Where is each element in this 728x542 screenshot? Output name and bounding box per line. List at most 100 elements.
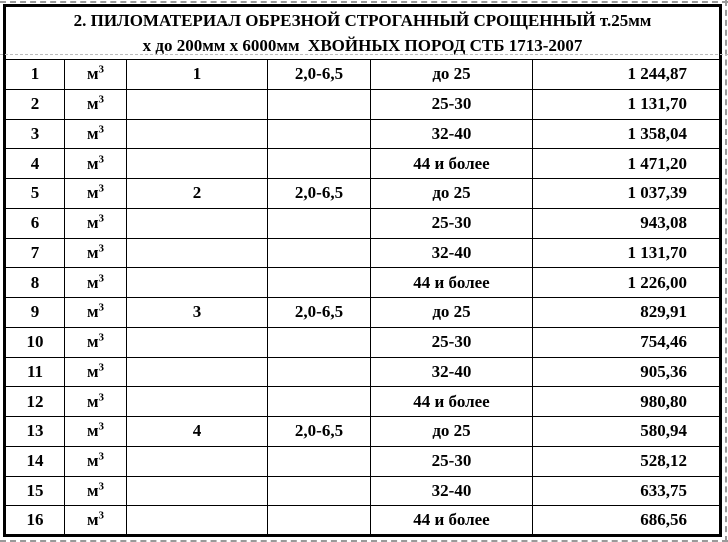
grade-cell: 4: [126, 416, 268, 447]
grade-cell: [126, 356, 268, 388]
row-number-cell: 4: [4, 148, 65, 179]
row-number-cell: 2: [4, 88, 65, 120]
width-range-cell: 25-30: [370, 326, 533, 358]
unit-base: м: [86, 94, 99, 114]
width-range-cell: 32-40: [370, 475, 533, 507]
width-range-cell: 32-40: [370, 237, 533, 269]
row-number-cell: 10: [4, 326, 65, 358]
length-range-cell: 2,0-6,5: [267, 178, 371, 209]
table-row: 10 м3 25-30 754,46: [4, 326, 721, 358]
width-range-cell: 25-30: [370, 445, 533, 477]
width-range-cell: 32-40: [370, 118, 533, 150]
unit-exponent: 3: [98, 480, 105, 493]
table-row: 3 м3 32-40 1 358,04: [4, 118, 721, 150]
table-title-line-1: 2. ПИЛОМАТЕРИАЛ ОБРЕЗНОЙ СТРОГАННЫЙ СРОЩ…: [73, 11, 652, 30]
unit-base: м: [86, 421, 99, 441]
row-number-cell: 13: [4, 416, 65, 447]
unit-base: м: [86, 183, 99, 203]
unit-cell: м3: [64, 386, 127, 417]
price-cell: 754,46: [532, 326, 721, 358]
unit-cell: м3: [64, 88, 127, 120]
length-range-cell: [267, 207, 371, 239]
table-row: 11 м3 32-40 905,36: [4, 356, 721, 388]
table-row: 14 м3 25-30 528,12: [4, 445, 721, 477]
grade-cell: [126, 237, 268, 269]
price-cell: 1 226,00: [532, 267, 721, 298]
price-cell: 686,56: [532, 505, 721, 536]
row-number-cell: 12: [4, 386, 65, 417]
unit-cell: м3: [64, 416, 127, 447]
page-break-line-top: [0, 1, 728, 3]
page-break-line-bottom: [0, 540, 728, 542]
unit-cell: м3: [64, 445, 127, 477]
length-range-cell: 2,0-6,5: [267, 416, 371, 447]
price-cell: 1 471,20: [532, 148, 721, 179]
unit-cell: м3: [64, 267, 127, 298]
price-cell: 633,75: [532, 475, 721, 507]
row-number-cell: 16: [4, 505, 65, 536]
unit-exponent: 3: [98, 182, 105, 195]
table-row: 6 м3 25-30 943,08: [4, 207, 721, 239]
unit-cell: м3: [64, 178, 127, 209]
length-range-cell: [267, 475, 371, 507]
width-range-cell: 25-30: [370, 207, 533, 239]
unit-exponent: 3: [98, 509, 105, 522]
price-cell: 943,08: [532, 207, 721, 239]
price-cell: 1 131,70: [532, 88, 721, 120]
unit-cell: м3: [64, 297, 127, 328]
length-range-cell: [267, 237, 371, 269]
unit-exponent: 3: [98, 63, 105, 76]
width-range-cell: 44 и более: [370, 148, 533, 179]
grade-cell: [126, 475, 268, 507]
unit-exponent: 3: [98, 390, 105, 403]
price-cell: 528,12: [532, 445, 721, 477]
table-row: 15 м3 32-40 633,75: [4, 475, 721, 507]
unit-exponent: 3: [98, 242, 105, 255]
unit-exponent: 3: [98, 271, 105, 284]
grade-cell: [126, 445, 268, 477]
table-row: 1 м3 1 2,0-6,5 до 25 1 244,87: [4, 59, 721, 90]
unit-base: м: [86, 123, 99, 143]
unit-exponent: 3: [98, 450, 105, 463]
grade-cell: [126, 386, 268, 417]
unit-base: м: [86, 302, 99, 322]
unit-cell: м3: [64, 59, 127, 90]
unit-exponent: 3: [98, 301, 105, 314]
unit-base: м: [86, 361, 99, 381]
width-range-cell: до 25: [370, 59, 533, 90]
price-cell: 1 131,70: [532, 237, 721, 269]
table-row: 4 м3 44 и более 1 471,20: [4, 148, 721, 179]
row-number-cell: 8: [4, 267, 65, 298]
width-range-cell: 32-40: [370, 356, 533, 388]
grade-cell: [126, 88, 268, 120]
unit-cell: м3: [64, 475, 127, 507]
length-range-cell: [267, 326, 371, 358]
table-row: 5 м3 2 2,0-6,5 до 25 1 037,39: [4, 178, 721, 209]
table-row: 12 м3 44 и более 980,80: [4, 386, 721, 417]
grade-cell: 3: [126, 297, 268, 328]
unit-exponent: 3: [98, 361, 105, 374]
table-title-cell: 2. ПИЛОМАТЕРИАЛ ОБРЕЗНОЙ СТРОГАННЫЙ СРОЩ…: [4, 5, 721, 60]
row-number-cell: 7: [4, 237, 65, 269]
price-table-body: 1 м3 1 2,0-6,5 до 25 1 244,87 2 м3 25-30…: [4, 59, 721, 536]
row-number-cell: 6: [4, 207, 65, 239]
unit-base: м: [86, 64, 99, 84]
unit-base: м: [86, 332, 99, 352]
table-row: 2 м3 25-30 1 131,70: [4, 88, 721, 120]
table-row: 16 м3 44 и более 686,56: [4, 505, 721, 536]
grade-cell: [126, 207, 268, 239]
row-number-cell: 1: [4, 59, 65, 90]
row-number-cell: 9: [4, 297, 65, 328]
length-range-cell: [267, 148, 371, 179]
length-range-cell: 2,0-6,5: [267, 59, 371, 90]
grade-cell: [126, 148, 268, 179]
table-row: 9 м3 3 2,0-6,5 до 25 829,91: [4, 297, 721, 328]
unit-base: м: [86, 213, 99, 233]
table-row: 7 м3 32-40 1 131,70: [4, 237, 721, 269]
length-range-cell: [267, 445, 371, 477]
length-range-cell: [267, 505, 371, 536]
unit-base: м: [86, 451, 99, 471]
unit-exponent: 3: [98, 93, 105, 106]
price-cell: 580,94: [532, 416, 721, 447]
